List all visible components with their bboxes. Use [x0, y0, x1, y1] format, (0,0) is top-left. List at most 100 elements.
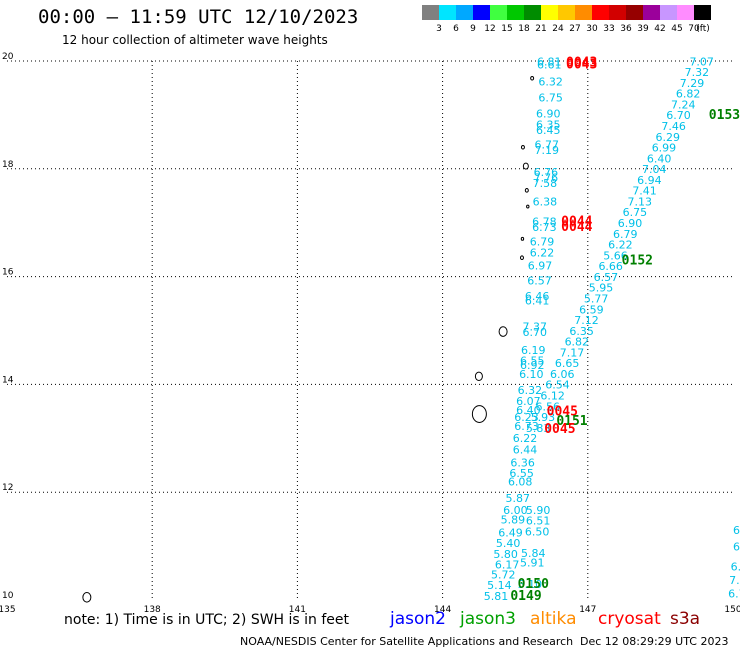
colorbar-swatch: [626, 5, 643, 20]
swh-value: 6.40: [516, 404, 541, 417]
swh-value: 6.12: [540, 389, 565, 402]
swh-value: 6.22: [513, 432, 538, 445]
colorbar-tick-label: 45: [671, 24, 682, 34]
colorbar-tick-label: 12: [484, 24, 495, 34]
swh-value: 6.92: [520, 359, 545, 372]
swh-value: 5.90: [526, 504, 551, 517]
swh-value: 6.40: [647, 152, 672, 165]
mission-label-jason3: jason3: [460, 609, 516, 629]
colorbar-tick-label: 36: [620, 24, 632, 34]
swh-value: 6.36: [510, 456, 535, 469]
swh-value: 7.37: [522, 321, 547, 334]
swh-value: 5.80: [493, 548, 518, 561]
swh-value: 7.17: [560, 346, 585, 359]
pass-time-label: 0152: [622, 254, 653, 269]
swh-value: 6.97: [528, 260, 553, 273]
swh-value: 6.73: [514, 420, 539, 433]
swh-value: 6.79: [613, 228, 638, 241]
swh-value: 5.72: [491, 568, 516, 581]
swh-value: 7.19: [535, 144, 560, 157]
swh-value: 6.75: [538, 91, 563, 104]
swh-value: 6.90: [618, 217, 643, 230]
lat-lon-grid: 135 138 141 144 147 150 10 12 14 16 18 20: [0, 52, 740, 615]
swh-value: 6.56: [536, 400, 561, 413]
island-outline: [519, 255, 524, 261]
swh-value: 6.50: [525, 525, 550, 538]
swh-value: 6.78: [532, 215, 557, 228]
pass-time-label: 0043: [566, 58, 597, 73]
colorbar-tick-label: 24: [552, 24, 564, 34]
colorbar-swatch: [609, 5, 626, 20]
swh-value: 6.81: [537, 55, 562, 68]
lon-tick-label: 147: [579, 605, 596, 615]
swh-value: 5.40: [496, 537, 520, 550]
colorbar-tick-label: 39: [637, 24, 649, 34]
swh-value: 6.8: [731, 560, 740, 573]
colorbar-unit: (ft): [696, 24, 710, 34]
island-outline: [520, 236, 525, 241]
footer-note: note: 1) Time is in UTC; 2) SWH is in fe…: [64, 612, 350, 628]
colorbar-swatch: [524, 5, 541, 20]
swh-value: 6.45: [536, 124, 561, 137]
swh-value: 6.44: [513, 443, 538, 456]
swh-value: 5.83: [526, 422, 551, 435]
swh-value: 6.22: [530, 247, 555, 260]
swh-value: 6.35: [569, 325, 594, 338]
swh-value: 6.7: [728, 587, 740, 600]
lon-tick-label: 150: [724, 605, 740, 615]
lon-tick-label: 144: [434, 605, 451, 615]
swh-value: 6.17: [495, 559, 520, 572]
swh-colorbar: 3 6 9 12 15 18 21 24 27 30 33 36 39 42 45 70(ft): [422, 5, 711, 34]
swh-value: 6.51: [526, 515, 551, 528]
swh-value: 7.24: [671, 98, 696, 111]
swh-value: 6.06: [550, 368, 575, 381]
island-outline: [524, 188, 529, 193]
island-outline: [471, 405, 487, 423]
swh-value: 7.41: [632, 185, 657, 198]
coastline-islands: [82, 75, 535, 603]
colorbar-tick-label: 70: [688, 24, 700, 34]
lon-tick-label: 138: [144, 605, 161, 615]
lat-tick-label: 12: [2, 483, 13, 493]
swh-value: 5.66: [603, 249, 628, 262]
footer-timestamp: Dec 12 08:29:29 UTC 2023: [580, 635, 729, 648]
swh-value: 6.55: [509, 467, 533, 480]
pass-time-label: 0149: [510, 589, 541, 604]
colorbar-swatch: [643, 5, 660, 20]
swh-value: 6.07: [516, 395, 541, 408]
swh-value: 6.79: [530, 235, 555, 248]
colorbar-tick-label: 30: [586, 24, 598, 34]
pass-time-label: 0045: [544, 422, 575, 437]
swh-value: 6.57: [527, 275, 552, 288]
swh-value: 6.41: [525, 295, 550, 308]
swh-value: 5.87: [506, 492, 531, 505]
colorbar-swatch: [660, 5, 677, 20]
swh-value: 6.35: [536, 118, 561, 131]
colorbar-tick-label: 15: [501, 24, 512, 34]
colorbar-swatch: [694, 5, 711, 20]
colorbar-tick-label: 6: [453, 24, 459, 34]
colorbar-tick-label: 42: [654, 24, 665, 34]
island-outline: [498, 326, 508, 337]
swh-value: 7.12: [574, 314, 599, 327]
colorbar-tick-label: 18: [518, 24, 530, 34]
colorbar-swatch: [541, 5, 558, 20]
swh-value: 6.08: [508, 476, 533, 489]
swh-value: 6.70: [666, 109, 691, 122]
lat-tick-label: 14: [2, 375, 14, 385]
swh-value: 7.04: [642, 163, 667, 176]
map-subtitle: 12 hour collection of altimeter wave hei…: [62, 33, 328, 47]
swh-value: 6.61: [537, 59, 562, 72]
pass-time-label: 0153: [709, 108, 740, 123]
swh-value: 5.91: [520, 557, 545, 570]
swh-value: 7.32: [685, 66, 710, 79]
swh-value: 6.54: [545, 379, 570, 392]
colorbar-tick-label: 21: [535, 24, 546, 34]
swh-value: 6.23: [514, 411, 539, 424]
swh-value: 6.00: [503, 504, 527, 517]
pass-time-label: 0043: [566, 55, 597, 70]
lat-tick-label: 20: [2, 52, 14, 62]
colorbar-swatch: [439, 5, 456, 20]
pass-time-label: 0044: [561, 214, 592, 229]
swh-value: 7.76: [534, 172, 559, 185]
